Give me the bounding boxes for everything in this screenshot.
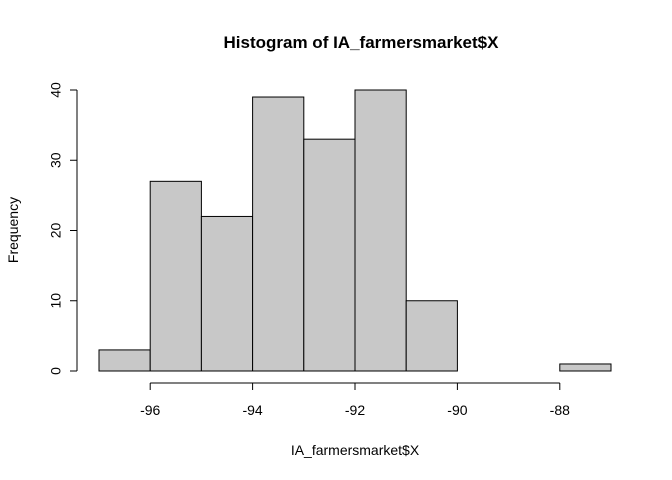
histogram-bar <box>303 138 356 372</box>
y-tick-label: 40 <box>48 82 64 98</box>
y-axis: 0 10 20 30 40 <box>48 82 78 375</box>
x-tick-label: -96 <box>140 402 160 418</box>
y-tick-label: 30 <box>48 152 64 168</box>
y-tick-label: 20 <box>48 223 64 239</box>
y-tick-label: 0 <box>48 367 64 375</box>
x-tick-label: -92 <box>345 402 365 418</box>
chart-title: Histogram of IA_farmersmarket$X <box>224 33 500 52</box>
histogram-bar <box>149 180 202 372</box>
y-axis-label: Frequency <box>5 197 21 263</box>
x-axis: -96 -94 -92 -90 -88 <box>140 382 570 418</box>
x-tick-label: -88 <box>550 402 570 418</box>
bars <box>98 89 612 372</box>
histogram-bar <box>354 89 407 372</box>
x-tick-label: -94 <box>242 402 262 418</box>
histogram-bar <box>200 215 254 372</box>
histogram-bar <box>252 96 305 372</box>
y-tick-label: 10 <box>48 293 64 309</box>
histogram-bar <box>405 300 458 372</box>
x-tick-label: -90 <box>447 402 467 418</box>
histogram-bar <box>559 363 612 372</box>
x-axis-label: IA_farmersmarket$X <box>291 442 420 458</box>
histogram-bar <box>98 349 151 372</box>
